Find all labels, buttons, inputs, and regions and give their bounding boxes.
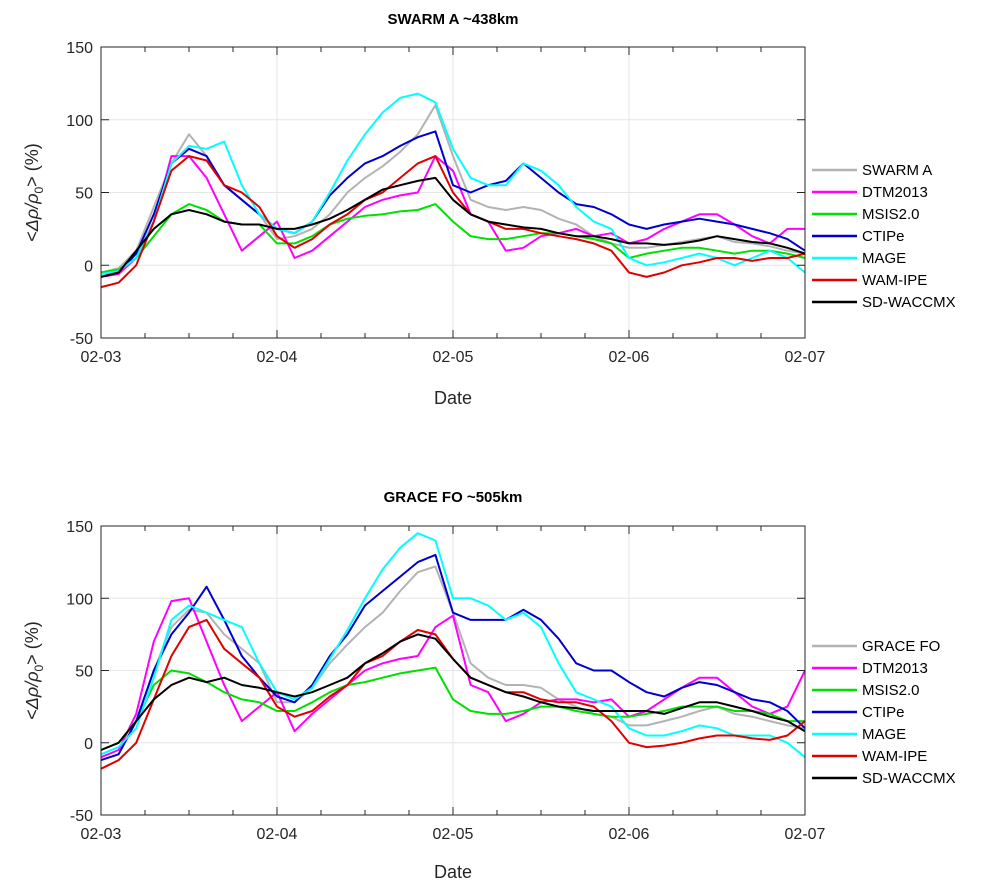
- legend-label: GRACE FO: [862, 638, 940, 655]
- y-tick-label: 0: [84, 258, 93, 275]
- legend-label: WAM-IPE: [862, 272, 927, 289]
- series-line-sd-waccmx: [100, 633, 806, 751]
- legend-label: DTM2013: [862, 184, 928, 201]
- legend-label: SD-WACCMX: [862, 770, 956, 787]
- y-axis-label-open: <: [22, 231, 42, 242]
- legend-label: MSIS2.0: [862, 206, 920, 223]
- series-line-sd-waccmx: [100, 176, 806, 278]
- series-line-msis2-0: [100, 203, 806, 274]
- x-tick-label: 02-04: [257, 826, 298, 843]
- x-tick-label: 02-07: [785, 826, 826, 843]
- x-axis-label: Date: [434, 862, 472, 882]
- series-line-dtm2013: [100, 597, 806, 759]
- series-line-dtm2013: [100, 155, 805, 278]
- x-tick-label: 02-03: [81, 349, 122, 366]
- y-tick-label: -50: [70, 331, 93, 348]
- y-axis-label-subscript: 0: [32, 186, 46, 193]
- y-axis-label-unit: > (%): [22, 621, 42, 665]
- x-tick-label: 02-05: [433, 826, 474, 843]
- y-tick-label: 100: [66, 113, 93, 130]
- series-line-ctipe: [100, 553, 806, 762]
- x-tick-label: 02-03: [81, 826, 122, 843]
- chart-title: SWARM A ~438km: [387, 11, 518, 28]
- legend-label: DTM2013: [862, 660, 928, 677]
- x-tick-label: 02-05: [433, 349, 474, 366]
- y-axis-label: <Δρ/ρ0> (%): [22, 621, 46, 719]
- legend-label: CTIPe: [862, 228, 905, 245]
- y-tick-label: 150: [66, 40, 93, 57]
- y-axis-label-subscript: 0: [32, 664, 46, 671]
- series-line-wam-ipe: [100, 155, 806, 289]
- y-axis-label-unit: > (%): [22, 143, 42, 187]
- x-tick-label: 02-06: [609, 826, 650, 843]
- chart-panel-grace-fo: 02-03 02-04 02-05 02-06 02-07 -50 0 50 100 150 GRA…: [22, 489, 956, 882]
- y-tick-label: 50: [75, 664, 93, 681]
- y-axis-label-ratio: Δρ/ρ: [22, 671, 42, 710]
- legend-label: MSIS2.0: [862, 682, 920, 699]
- series-line-mage: [100, 92, 806, 275]
- y-axis-label: <Δρ/ρ0> (%): [22, 143, 46, 241]
- y-axis-label-ratio: Δρ/ρ: [22, 193, 42, 232]
- legend-label: SWARM A: [862, 162, 932, 179]
- series-line-mage: [100, 532, 806, 758]
- y-tick-label: 0: [84, 736, 93, 753]
- x-tick-label: 02-04: [257, 349, 298, 366]
- y-tick-label: 150: [66, 519, 93, 536]
- legend-label: MAGE: [862, 250, 906, 267]
- y-tick-label: 50: [75, 186, 93, 203]
- x-tick-label: 02-06: [609, 349, 650, 366]
- legend-label: SD-WACCMX: [862, 294, 956, 311]
- x-axis-label: Date: [434, 388, 472, 408]
- legend-label: WAM-IPE: [862, 748, 927, 765]
- y-tick-label: 100: [66, 591, 93, 608]
- y-tick-label: -50: [70, 808, 93, 825]
- y-axis-label-open: <: [22, 709, 42, 720]
- chart-panel-swarm-a: 02-03 02-04 02-05 02-06 02-07 -50 0 50 100 150 SWA…: [22, 11, 956, 408]
- chart-title: GRACE FO ~505km: [384, 489, 523, 506]
- x-tick-label: 02-07: [785, 349, 826, 366]
- legend-label: MAGE: [862, 726, 906, 743]
- legend-label: CTIPe: [862, 704, 905, 721]
